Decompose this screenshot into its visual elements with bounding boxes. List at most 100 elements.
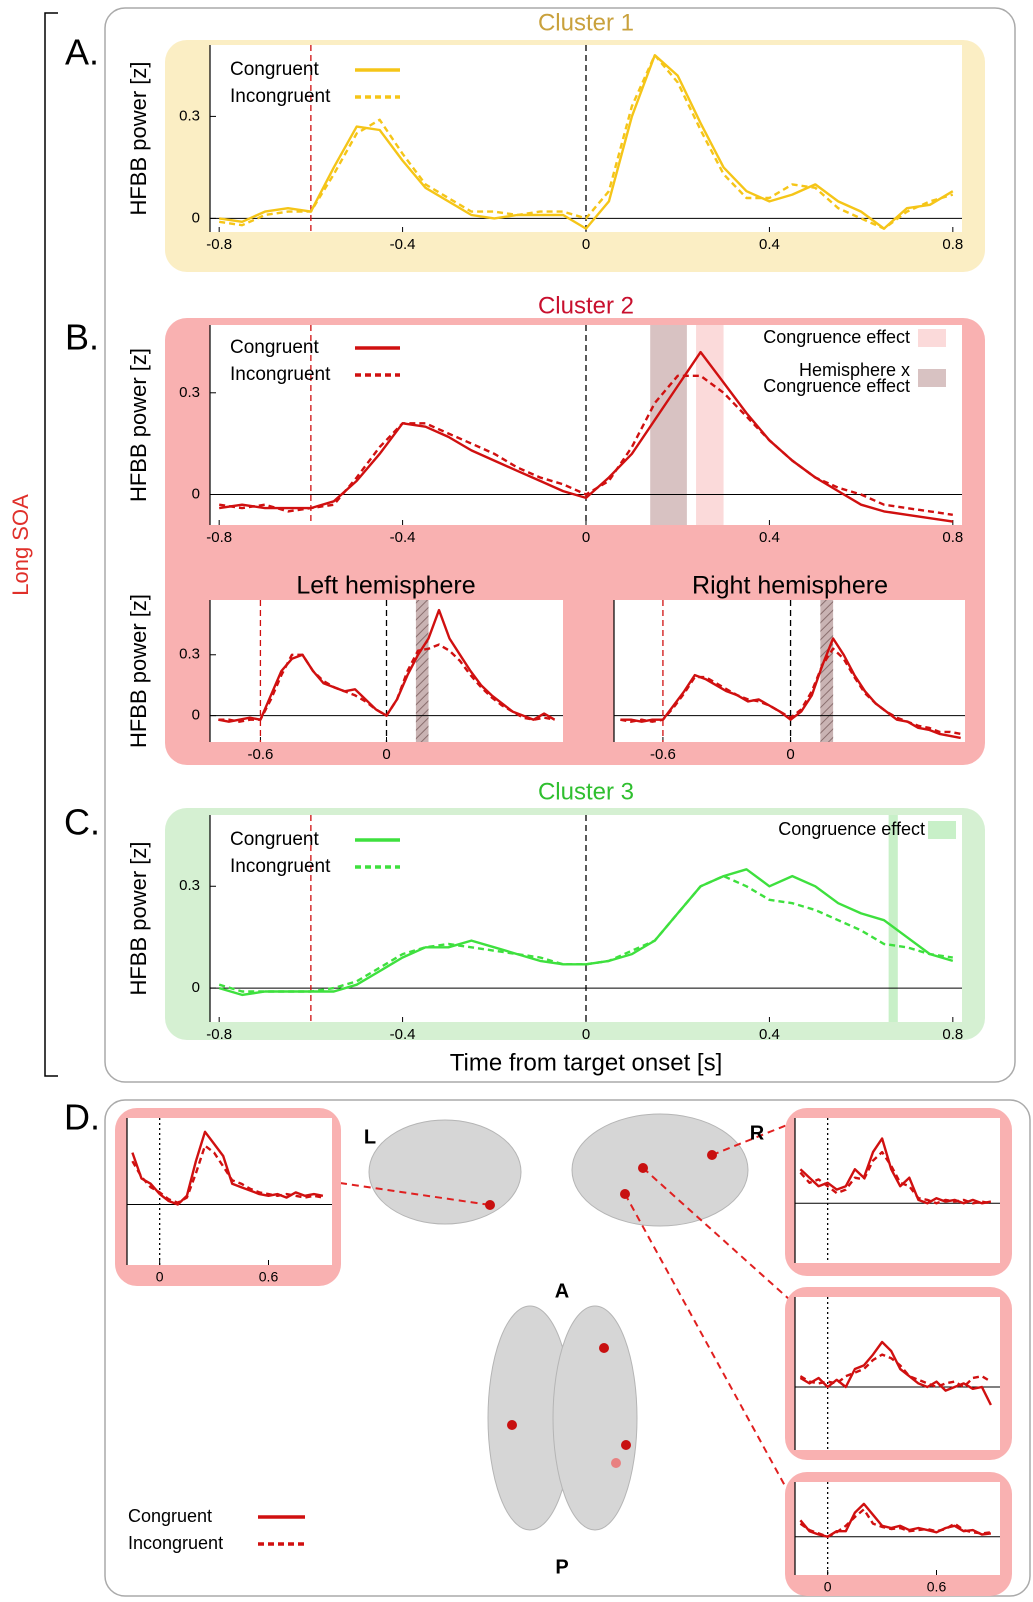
series-line: [219, 374, 953, 516]
right-brain: [571, 1113, 749, 1227]
brains: L R A P: [339, 1113, 791, 1578]
panel-letter: D.: [64, 1097, 100, 1138]
legend-swatch: [918, 369, 946, 387]
x-tick-label: -0.4: [390, 1026, 416, 1043]
plot-area: [127, 1118, 332, 1265]
plot-area: [795, 1118, 1000, 1263]
y-axis-label: HFBB power [z]: [126, 348, 151, 502]
x-tick-label: 0.4: [759, 529, 780, 546]
electrode: [638, 1163, 648, 1173]
series-line: [131, 1144, 324, 1204]
shaded-region: [888, 815, 898, 1022]
series-line: [219, 350, 953, 523]
chart-title: Right hemisphere: [692, 572, 888, 600]
x-tick-label: 0: [582, 529, 590, 546]
brain-label: R: [750, 1122, 765, 1144]
x-tick-label: -0.4: [390, 236, 416, 253]
y-tick-label: 0.3: [179, 107, 200, 124]
y-tick-label: 0: [192, 707, 200, 724]
legend-label: Congruent: [230, 59, 319, 80]
y-axis-label: HFBB power [z]: [126, 841, 151, 995]
connector: [624, 1193, 791, 1496]
x-tick-label: -0.8: [206, 236, 232, 253]
series-line: [799, 1353, 992, 1389]
legend-label: Congruent: [230, 829, 319, 850]
legend-label: Congruent: [128, 1506, 212, 1526]
legend-swatch: [928, 821, 956, 839]
panel-letter: A.: [65, 32, 99, 73]
x-tick-label: 0: [824, 1579, 832, 1595]
x-tick-label: 0.6: [259, 1269, 279, 1285]
brain-label: P: [555, 1556, 568, 1578]
x-tick-label: 0: [582, 236, 590, 253]
legend-label: Congruence effect: [778, 819, 925, 839]
plot-area: [614, 600, 965, 742]
plot-area: [795, 1297, 1000, 1450]
electrode: [611, 1458, 621, 1468]
electrode: [621, 1440, 631, 1450]
long-soa-frame: [104, 7, 1016, 1083]
legend-label: Incongruent: [230, 364, 331, 385]
series-line: [799, 1508, 992, 1538]
y-axis-label: HFBB power [z]: [126, 594, 151, 748]
legend-label: Hemisphere x: [799, 360, 910, 380]
brain-label: A: [555, 1280, 569, 1302]
connector: [642, 1167, 791, 1301]
y-tick-label: 0: [192, 209, 200, 226]
y-axis-label: HFBB power [z]: [126, 61, 151, 215]
legend-label: Incongruent: [230, 86, 331, 107]
shaded-hatch: [415, 600, 429, 742]
side-label: Long SOA: [8, 494, 33, 596]
legend-label: Congruent: [230, 337, 319, 358]
bracket: [44, 12, 58, 1077]
shaded-region: [650, 325, 687, 525]
legend-swatch: [918, 329, 946, 347]
chart-title: Cluster 1: [538, 9, 634, 36]
series-line: [799, 1150, 992, 1205]
electrode: [620, 1189, 630, 1199]
x-tick-label: -0.8: [206, 1026, 232, 1043]
x-tick-label: -0.4: [390, 529, 416, 546]
top-brain-right: [552, 1305, 638, 1531]
y-tick-label: 0: [192, 979, 200, 996]
chart-title: Cluster 3: [538, 778, 634, 805]
series-line: [218, 643, 555, 723]
left-brain: [368, 1119, 522, 1225]
x-tick-label: -0.6: [247, 746, 273, 763]
x-tick-label: 0: [786, 746, 794, 763]
x-tick-label: 0: [582, 1026, 590, 1043]
x-tick-label: 0.8: [942, 529, 963, 546]
y-tick-label: 0.3: [179, 877, 200, 894]
shaded-hatch: [820, 600, 834, 742]
x-tick-label: 0.8: [942, 1026, 963, 1043]
series-line: [620, 637, 961, 740]
electrode: [707, 1150, 717, 1160]
x-tick-label: 0.6: [927, 1579, 947, 1595]
shaded-region: [696, 325, 724, 525]
series-line: [218, 874, 953, 993]
connector: [711, 1124, 788, 1156]
x-tick-label: 0.4: [759, 236, 780, 253]
y-tick-label: 0.3: [179, 384, 200, 401]
chart-title: Cluster 2: [538, 292, 634, 319]
x-tick-label: 0.8: [942, 236, 963, 253]
series-line: [219, 54, 954, 230]
legend-label: Incongruent: [230, 856, 331, 877]
series-line: [218, 868, 954, 997]
x-tick-label: 0: [382, 746, 390, 763]
electrode: [599, 1343, 609, 1353]
y-tick-label: 0.3: [179, 646, 200, 663]
panel-d-frame: [104, 1099, 1031, 1597]
x-tick-label: 0.4: [759, 1026, 780, 1043]
y-tick-label: 0: [192, 485, 200, 502]
series-line: [620, 647, 961, 736]
plot-area: [795, 1482, 1000, 1575]
x-axis-label: Time from target onset [s]: [450, 1049, 723, 1076]
brain-label: L: [364, 1126, 376, 1148]
chart-title: Left hemisphere: [296, 572, 475, 600]
x-tick-label: 0: [156, 1269, 164, 1285]
panel-letter: C.: [64, 802, 100, 843]
legend-label: Congruence effect: [763, 376, 910, 396]
